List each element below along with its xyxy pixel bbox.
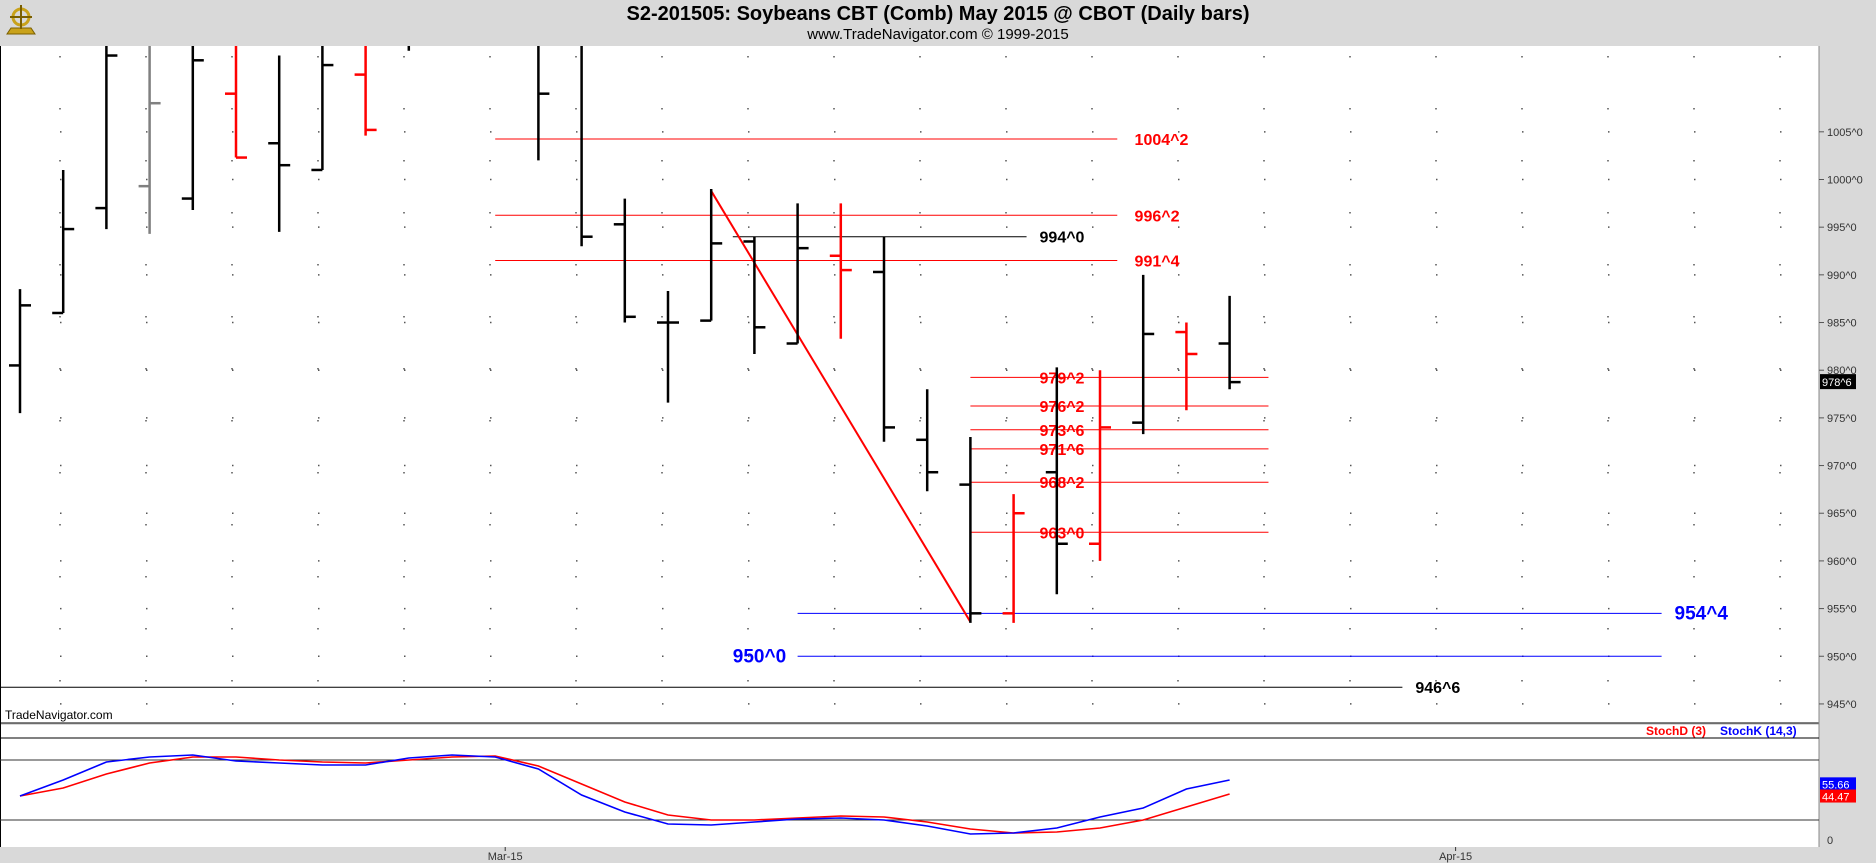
level-label-7: 971^6 bbox=[1040, 442, 1085, 459]
legend-stochd: StochD (3) bbox=[1646, 724, 1706, 738]
price-levels: 1004^2 996^2 991^4 994^0 979^2 976^2 973^6 971^… bbox=[0, 132, 1728, 697]
level-label-8: 968^2 bbox=[1040, 475, 1085, 492]
ytick-label-6: 975^0 bbox=[1827, 413, 1857, 425]
chart-header: S2-201505: Soybeans CBT (Comb) May 2015 … bbox=[0, 0, 1876, 46]
level-label-12: 946^6 bbox=[1415, 680, 1460, 697]
trade-navigator-logo-icon bbox=[6, 5, 36, 35]
price-grid bbox=[59, 56, 1782, 705]
chart-title: S2-201505: Soybeans CBT (Comb) May 2015 … bbox=[626, 3, 1250, 25]
ohlc-bars bbox=[9, 46, 1241, 623]
ytick-label-2: 955^0 bbox=[1827, 604, 1857, 616]
ytick-label-0: 945^0 bbox=[1827, 699, 1857, 711]
level-label-2: 991^4 bbox=[1135, 254, 1180, 271]
indicator-panel-background bbox=[0, 725, 1819, 847]
ytick-label-3: 960^0 bbox=[1827, 556, 1857, 568]
stoch-series-0 bbox=[19, 755, 1230, 834]
chart-subtitle: www.TradeNavigator.com © 1999-2015 bbox=[807, 26, 1069, 43]
xtick-label-1: Apr-15 bbox=[1439, 851, 1472, 863]
level-label-5: 976^2 bbox=[1040, 399, 1085, 416]
level-label-3: 994^0 bbox=[1040, 230, 1085, 247]
level-label-1: 996^2 bbox=[1135, 208, 1180, 225]
ytick-label-11: 1000^0 bbox=[1827, 174, 1863, 186]
price-panel-background bbox=[0, 46, 1819, 723]
level-label-0: 1004^2 bbox=[1135, 132, 1189, 149]
ytick-label-1: 950^0 bbox=[1827, 651, 1857, 663]
stoch-series-1 bbox=[19, 754, 1230, 835]
stochd-value-box bbox=[1820, 789, 1856, 803]
stoch-ytick-0: 0 bbox=[1827, 835, 1833, 847]
last-price-box bbox=[1820, 374, 1856, 390]
ytick-label-10: 995^0 bbox=[1827, 222, 1857, 234]
level-label-4: 979^2 bbox=[1040, 370, 1085, 387]
ytick-label-12: 1005^0 bbox=[1827, 127, 1863, 139]
stochd-value: 44.47 bbox=[1822, 792, 1850, 804]
stochk-value: 55.66 bbox=[1822, 779, 1850, 791]
stochk-value-box bbox=[1820, 777, 1856, 791]
level-label-6: 973^6 bbox=[1040, 423, 1085, 440]
price-axis: 945^0950^0955^0960^0965^0970^0975^0980^0… bbox=[1819, 127, 1863, 711]
legend-stochk: StochK (14,3) bbox=[1720, 724, 1797, 738]
level-label-9: 963^0 bbox=[1040, 525, 1085, 542]
ytick-label-9: 990^0 bbox=[1827, 270, 1857, 282]
date-axis: Mar-15 Apr-15 bbox=[488, 847, 1472, 863]
ytick-label-5: 970^0 bbox=[1827, 461, 1857, 473]
ytick-label-4: 965^0 bbox=[1827, 508, 1857, 520]
level-label-10: 954^4 bbox=[1675, 603, 1729, 624]
watermark: TradeNavigator.com bbox=[5, 708, 113, 722]
last-price-label: 978^6 bbox=[1822, 377, 1852, 389]
level-label-11: 950^0 bbox=[733, 646, 786, 667]
xtick-label-0: Mar-15 bbox=[488, 851, 523, 863]
ytick-label-8: 985^0 bbox=[1827, 318, 1857, 330]
